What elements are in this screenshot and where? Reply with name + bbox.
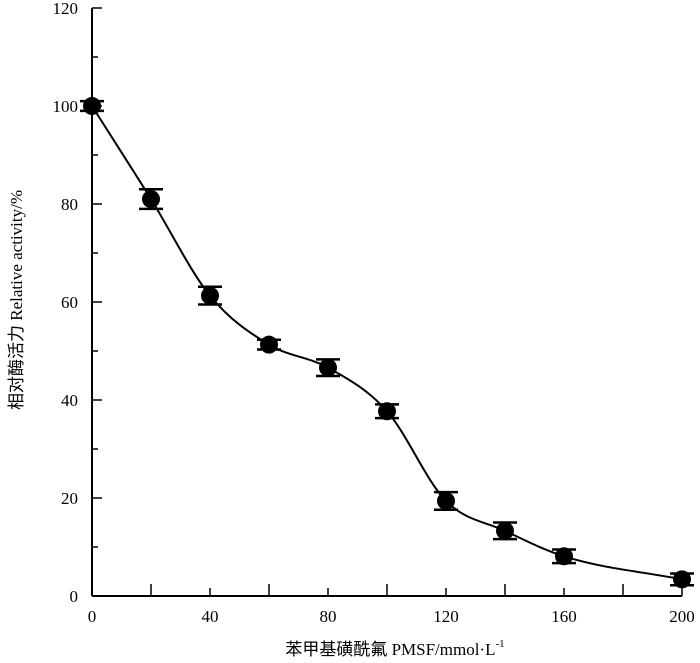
data-point [496, 521, 514, 540]
x-axis-title-main: 苯甲基磺酰氟 PMSF/mmol·L [285, 640, 495, 659]
x-tick-label: 160 [551, 607, 577, 626]
y-tick-label: 20 [61, 489, 78, 508]
data-points [80, 97, 694, 589]
data-point [378, 402, 396, 421]
x-tick-label: 0 [88, 607, 97, 626]
x-axis-title: 苯甲基磺酰氟 PMSF/mmol·L-1 [285, 638, 504, 659]
data-point [555, 547, 573, 566]
data-point [437, 491, 455, 510]
data-point [673, 570, 691, 589]
data-point [260, 335, 278, 354]
y-tick-label: 80 [61, 195, 78, 214]
x-tick-label: 40 [202, 607, 219, 626]
y-axis-title: 相对酶活力 Relative activity/% [7, 190, 26, 410]
y-tick-label: 100 [53, 97, 79, 116]
y-tick-label: 40 [61, 391, 78, 410]
x-axis-title-superscript: -1 [496, 638, 505, 650]
data-point [201, 286, 219, 305]
y-tick-label: 60 [61, 293, 78, 312]
x-tick-label: 200 [669, 607, 695, 626]
x-tick-label: 80 [320, 607, 337, 626]
axes [91, 8, 682, 597]
y-tick-label: 120 [53, 0, 79, 18]
fit-curve-group [91, 105, 683, 581]
fit-curve [91, 105, 683, 581]
data-point [142, 190, 160, 209]
data-point [83, 97, 101, 115]
data-point [319, 358, 337, 377]
ticks: 0 40 80 120 160 200 0 20 40 60 80 100 120 [53, 0, 695, 626]
y-tick-label: 0 [70, 587, 79, 606]
x-tick-label: 120 [433, 607, 459, 626]
